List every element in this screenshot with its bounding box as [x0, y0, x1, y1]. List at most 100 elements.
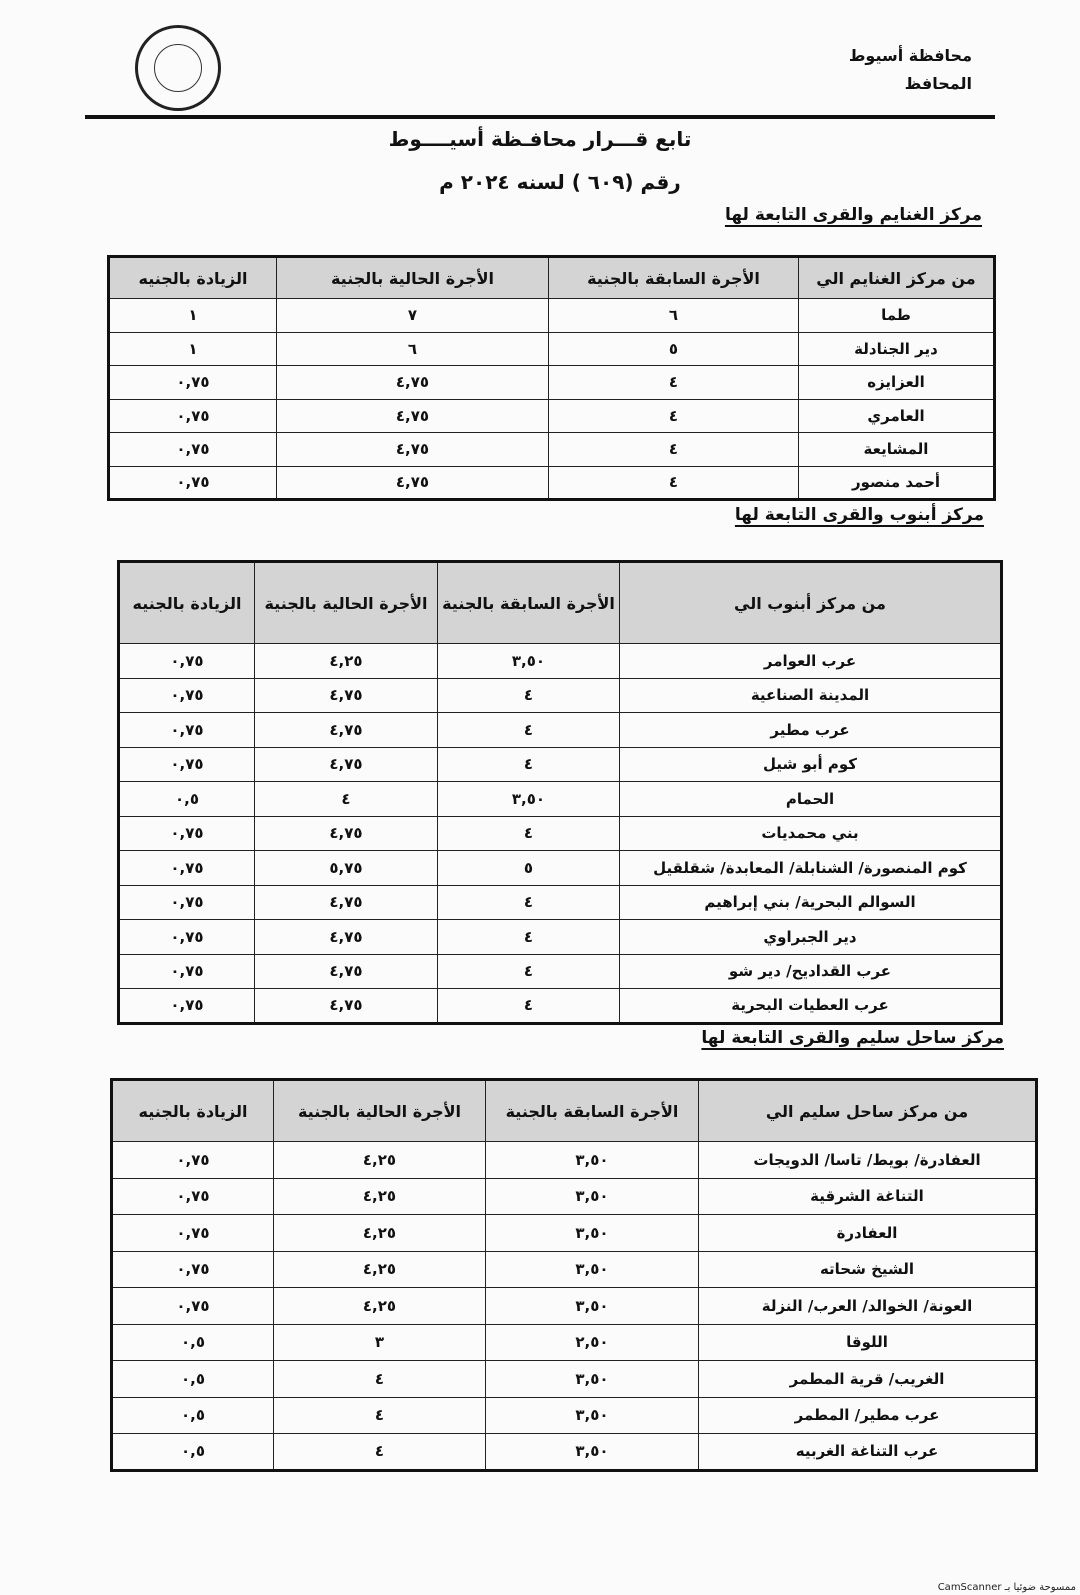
increase-cell: ٠,٧٥ — [118, 919, 255, 955]
previous-fare-cell: ٣,٥٠ — [485, 1287, 699, 1325]
destination-cell: اللوقا — [698, 1323, 1037, 1361]
fare-table-sahel-selim: من مركز ساحل سليم الي الأجرة السابقة بالج… — [110, 1078, 1038, 1472]
increase-cell: ٠,٧٥ — [118, 988, 255, 1024]
increase-cell: ٠,٥ — [111, 1360, 274, 1398]
current-fare-cell: ٤,٧٥ — [254, 746, 438, 782]
destination-cell: عرب مطير/ المطمر — [698, 1396, 1037, 1434]
destination-cell: العفادرة/ بويط/ تاسا/ الدويجات — [698, 1141, 1037, 1179]
table-row: الشيخ شحاته ٣,٥٠ ٤,٢٥ ٠,٧٥ — [111, 1250, 1037, 1288]
increase-cell: ٠,٥ — [118, 781, 255, 817]
current-fare-cell: ٤,٢٥ — [273, 1214, 486, 1252]
table-row: السوالم البحرية/ بني إبراهيم ٤ ٤,٧٥ ٠,٧٥ — [118, 884, 1002, 920]
increase-cell: ٠,٧٥ — [111, 1141, 274, 1179]
current-fare-cell: ٤,٧٥ — [254, 677, 438, 713]
previous-fare-cell: ٥ — [548, 331, 799, 366]
increase-cell: ٠,٧٥ — [118, 643, 255, 679]
increase-cell: ٠,٧٥ — [118, 746, 255, 782]
destination-cell: العامري — [798, 398, 995, 433]
current-fare-cell: ٤ — [273, 1360, 486, 1398]
increase-cell: ٠,٧٥ — [111, 1214, 274, 1252]
current-fare-cell: ٤,٢٥ — [254, 643, 438, 679]
table-row: عرب العطيات البحرية ٤ ٤,٧٥ ٠,٧٥ — [118, 988, 1002, 1024]
previous-fare-cell: ٣,٥٠ — [485, 1250, 699, 1288]
column-header: من مركز الغنايم الي — [798, 256, 995, 299]
destination-cell: العونة/ الخوالد/ العرب/ النزلة — [698, 1287, 1037, 1325]
increase-cell: ٠,٧٥ — [108, 432, 277, 467]
previous-fare-cell: ٤ — [548, 432, 799, 467]
destination-cell: عرب مطير — [619, 712, 1002, 748]
section-heading-abnoub: مركز أبنوب والقرى التابعة لها — [734, 505, 984, 525]
destination-cell: السوالم البحرية/ بني إبراهيم — [619, 884, 1002, 920]
table-row: التناغة الشرقية ٣,٥٠ ٤,٢٥ ٠,٧٥ — [111, 1177, 1037, 1215]
previous-fare-cell: ٤ — [437, 677, 620, 713]
destination-cell: كوم أبو شيل — [619, 746, 1002, 782]
previous-fare-cell: ٤ — [548, 398, 799, 433]
increase-cell: ٠,٧٥ — [118, 815, 255, 851]
table-row: عرب التناغة الغربيه ٣,٥٠ ٤ ٠,٥ — [111, 1433, 1037, 1471]
governorate-seal-logo — [135, 25, 221, 111]
current-fare-cell: ٤,٧٥ — [254, 988, 438, 1024]
previous-fare-cell: ٤ — [437, 919, 620, 955]
current-fare-cell: ٤,٢٥ — [273, 1287, 486, 1325]
increase-cell: ٠,٧٥ — [111, 1250, 274, 1288]
table-row: بني محمديات ٤ ٤,٧٥ ٠,٧٥ — [118, 815, 1002, 851]
increase-cell: ٠,٧٥ — [118, 677, 255, 713]
column-header: الأجرة الحالية بالجنية — [254, 561, 438, 644]
current-fare-cell: ٤ — [254, 781, 438, 817]
current-fare-cell: ٤,٧٥ — [276, 465, 549, 500]
destination-cell: العزايزه — [798, 365, 995, 400]
table-row: الغريب/ قرية المطمر ٣,٥٠ ٤ ٠,٥ — [111, 1360, 1037, 1398]
table-row: عرب القداديح/ دير شو ٤ ٤,٧٥ ٠,٧٥ — [118, 953, 1002, 989]
current-fare-cell: ٦ — [276, 331, 549, 366]
previous-fare-cell: ٣,٥٠ — [485, 1433, 699, 1471]
column-header: الزيادة بالجنيه — [118, 561, 255, 644]
destination-cell: المدينة الصناعية — [619, 677, 1002, 713]
table-row: طما ٦ ٧ ١ — [108, 298, 995, 333]
destination-cell: العفادرة — [698, 1214, 1037, 1252]
column-header: الأجرة الحالية بالجنية — [273, 1079, 486, 1142]
previous-fare-cell: ٣,٥٠ — [485, 1177, 699, 1215]
column-header: الأجرة الحالية بالجنية — [276, 256, 549, 299]
destination-cell: المشايعة — [798, 432, 995, 467]
table-row: العفادرة ٣,٥٠ ٤,٢٥ ٠,٧٥ — [111, 1214, 1037, 1252]
increase-cell: ٠,٧٥ — [111, 1287, 274, 1325]
previous-fare-cell: ٣,٥٠ — [485, 1360, 699, 1398]
previous-fare-cell: ٤ — [437, 712, 620, 748]
previous-fare-cell: ٣,٥٠ — [437, 781, 620, 817]
column-header: الأجرة السابقة بالجنية — [437, 561, 620, 644]
current-fare-cell: ٤,٧٥ — [254, 815, 438, 851]
previous-fare-cell: ٤ — [437, 953, 620, 989]
governorate-name: محافظة أسيوط — [848, 46, 972, 65]
increase-cell: ٠,٧٥ — [111, 1177, 274, 1215]
table-row: كوم أبو شيل ٤ ٤,٧٥ ٠,٧٥ — [118, 746, 1002, 782]
column-header: الزيادة بالجنيه — [111, 1079, 274, 1142]
current-fare-cell: ٤,٢٥ — [273, 1141, 486, 1179]
column-header: من مركز ساحل سليم الي — [698, 1079, 1037, 1142]
current-fare-cell: ٤,٧٥ — [254, 919, 438, 955]
table-header-row: من مركز ساحل سليم الي الأجرة السابقة بالج… — [111, 1079, 1037, 1142]
previous-fare-cell: ٣,٥٠ — [485, 1214, 699, 1252]
table-row: العزايزه ٤ ٤,٧٥ ٠,٧٥ — [108, 365, 995, 400]
fare-table-abnoub: من مركز أبنوب الي الأجرة السابقة بالجنية ا… — [117, 560, 1003, 1025]
header-divider — [85, 115, 995, 119]
current-fare-cell: ٤,٢٥ — [273, 1250, 486, 1288]
increase-cell: ٠,٧٥ — [118, 850, 255, 886]
increase-cell: ٠,٧٥ — [108, 465, 277, 500]
destination-cell: طما — [798, 298, 995, 333]
column-header: من مركز أبنوب الي — [619, 561, 1002, 644]
increase-cell: ٠,٧٥ — [118, 712, 255, 748]
table-row: عرب مطير ٤ ٤,٧٥ ٠,٧٥ — [118, 712, 1002, 748]
table-row: المدينة الصناعية ٤ ٤,٧٥ ٠,٧٥ — [118, 677, 1002, 713]
column-header: الأجرة السابقة بالجنية — [485, 1079, 699, 1142]
previous-fare-cell: ٤ — [437, 815, 620, 851]
previous-fare-cell: ٤ — [437, 746, 620, 782]
destination-cell: عرب العوامر — [619, 643, 1002, 679]
table-row: أحمد منصور ٤ ٤,٧٥ ٠,٧٥ — [108, 465, 995, 500]
increase-cell: ٠,٧٥ — [108, 365, 277, 400]
table-row: العامري ٤ ٤,٧٥ ٠,٧٥ — [108, 398, 995, 433]
table-row: دير الجنادلة ٥ ٦ ١ — [108, 331, 995, 366]
section-heading-ghanayem: مركز الغنايم والقرى التابعة لها — [724, 205, 982, 225]
current-fare-cell: ٤,٧٥ — [276, 432, 549, 467]
previous-fare-cell: ٣,٥٠ — [437, 643, 620, 679]
destination-cell: بني محمديات — [619, 815, 1002, 851]
